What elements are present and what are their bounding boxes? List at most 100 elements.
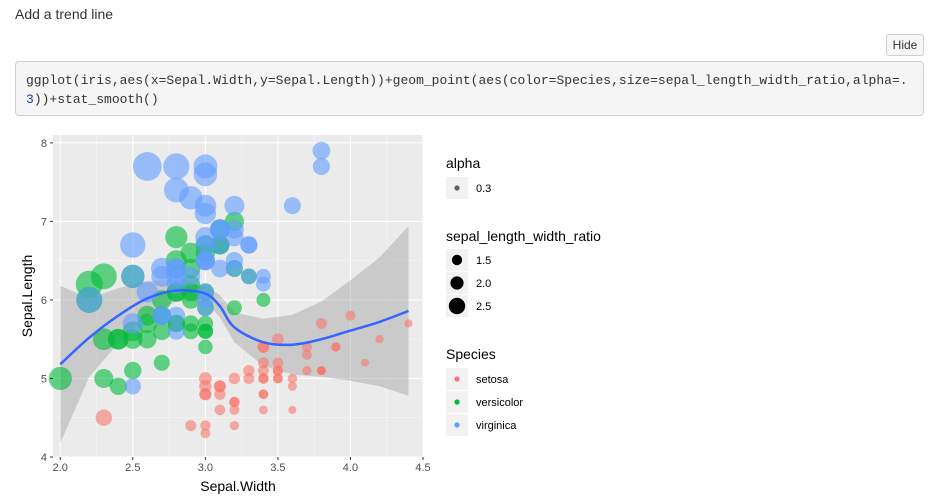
legend: alpha sepal_length_width_ratio Species 0… bbox=[446, 155, 601, 436]
data-point-setosa bbox=[243, 373, 255, 384]
data-point-setosa bbox=[259, 405, 268, 415]
data-point-setosa bbox=[229, 396, 240, 408]
section-heading: Add a trend line bbox=[15, 6, 114, 22]
scatter-plot: 2.0 2.5 3.0 3.5 4.0 4.5 4 5 6 7 8 Sepal.Width Sepa… bbox=[19, 135, 601, 494]
data-point-versicolor bbox=[92, 328, 115, 351]
data-point-virginica bbox=[240, 236, 258, 254]
data-point-versicolor bbox=[109, 377, 128, 395]
data-point-setosa bbox=[301, 341, 312, 353]
x-tick-label: 4.0 bbox=[343, 462, 358, 474]
x-tick-label: 3.0 bbox=[198, 462, 213, 474]
code-text-part3: ))+stat_smooth() bbox=[33, 92, 159, 107]
legend-color-label-setosa: setosa bbox=[476, 374, 509, 386]
smooth-trend-line bbox=[59, 289, 409, 366]
legend-size-title: sepal_length_width_ratio bbox=[446, 228, 601, 244]
x-tick-label: 2.0 bbox=[53, 462, 68, 474]
data-point-virginica bbox=[225, 227, 244, 247]
legend-size-label: 2.5 bbox=[476, 301, 491, 313]
legend-size-label: 2.0 bbox=[476, 278, 491, 290]
data-point-versicolor bbox=[226, 300, 242, 316]
data-point-versicolor bbox=[94, 369, 114, 388]
data-point-setosa bbox=[375, 335, 384, 344]
code-number-literal: .3 bbox=[26, 73, 908, 107]
y-tick-label: 5 bbox=[41, 373, 47, 385]
data-point-versicolor bbox=[153, 354, 170, 371]
data-point-versicolor bbox=[197, 315, 214, 332]
legend-alpha-title: alpha bbox=[446, 155, 480, 171]
legend-size-label: 1.5 bbox=[476, 255, 491, 267]
y-tick-label: 7 bbox=[41, 216, 47, 228]
data-point-virginica bbox=[195, 251, 215, 271]
legend-alpha-symbol bbox=[454, 185, 460, 191]
data-point-setosa bbox=[200, 428, 211, 439]
data-point-setosa bbox=[331, 342, 341, 352]
data-point-versicolor bbox=[182, 315, 199, 332]
legend-size-symbol bbox=[451, 254, 463, 266]
data-point-virginica bbox=[163, 177, 189, 203]
data-point-setosa bbox=[257, 357, 269, 369]
data-point-setosa bbox=[258, 365, 269, 376]
data-point-versicolor bbox=[138, 330, 157, 349]
data-point-virginica bbox=[210, 235, 230, 255]
smooth-confidence-band bbox=[60, 226, 409, 443]
x-tick-label: 4.5 bbox=[415, 462, 430, 474]
data-point-versicolor bbox=[124, 361, 142, 380]
legend-color-symbol-versicolor bbox=[454, 399, 460, 405]
legend-color-label-versicolor: versicolor bbox=[476, 397, 523, 409]
data-point-setosa bbox=[199, 388, 212, 401]
data-point-setosa bbox=[185, 420, 197, 432]
data-point-setosa bbox=[287, 373, 298, 384]
data-point-virginica bbox=[224, 195, 245, 216]
data-point-setosa bbox=[287, 381, 297, 391]
data-point-virginica bbox=[166, 266, 187, 287]
x-tick-label: 2.5 bbox=[125, 462, 140, 474]
legend-size-symbol bbox=[450, 276, 464, 290]
data-point-setosa bbox=[272, 357, 284, 369]
data-point-virginica bbox=[241, 268, 257, 285]
data-point-virginica bbox=[283, 197, 301, 215]
data-point-virginica bbox=[312, 141, 331, 160]
y-axis-title: Sepal.Length bbox=[19, 255, 35, 338]
data-point-setosa bbox=[199, 372, 212, 385]
data-point-virginica bbox=[195, 235, 216, 255]
code-text-part2: = bbox=[891, 73, 900, 88]
data-point-virginica bbox=[124, 378, 141, 395]
data-point-virginica bbox=[121, 264, 145, 289]
x-tick-label: 3.5 bbox=[270, 462, 285, 474]
data-point-setosa bbox=[404, 319, 413, 328]
data-point-setosa bbox=[361, 358, 369, 367]
data-point-virginica bbox=[76, 286, 103, 313]
y-tick-label: 6 bbox=[41, 295, 47, 307]
legend-size-symbol bbox=[448, 297, 466, 315]
data-point-versicolor bbox=[108, 328, 129, 350]
data-point-setosa bbox=[272, 365, 283, 376]
data-point-virginica bbox=[312, 157, 330, 175]
data-point-setosa bbox=[317, 366, 326, 375]
data-point-versicolor bbox=[256, 292, 271, 307]
data-point-setosa bbox=[302, 350, 312, 360]
hide-code-button[interactable]: Hide bbox=[886, 34, 924, 56]
data-point-virginica bbox=[120, 232, 146, 258]
data-point-virginica bbox=[210, 219, 230, 240]
data-point-virginica bbox=[225, 260, 243, 277]
data-point-virginica bbox=[167, 306, 186, 325]
data-point-setosa bbox=[345, 310, 356, 321]
code-text-part1: ggplot(iris,aes(x=Sepal.Width,y=Sepal.Le… bbox=[26, 73, 892, 88]
data-point-setosa bbox=[95, 409, 113, 426]
axes: 2.0 2.5 3.0 3.5 4.0 4.5 4 5 6 7 8 bbox=[41, 138, 431, 474]
data-point-versicolor bbox=[198, 339, 213, 355]
data-point-setosa bbox=[200, 420, 211, 431]
data-point-setosa bbox=[258, 389, 269, 400]
data-point-virginica bbox=[197, 299, 214, 317]
data-point-setosa bbox=[288, 405, 297, 414]
y-tick-label: 8 bbox=[41, 138, 47, 150]
data-point-virginica bbox=[152, 306, 172, 325]
data-point-setosa bbox=[272, 333, 284, 345]
data-point-versicolor bbox=[181, 291, 200, 309]
confidence-band bbox=[60, 226, 409, 443]
data-point-setosa bbox=[214, 380, 226, 393]
data-point-versicolor bbox=[152, 322, 171, 341]
data-point-setosa bbox=[214, 404, 226, 416]
data-point-setosa bbox=[316, 318, 327, 329]
legend-color-label-virginica: virginica bbox=[476, 420, 517, 432]
